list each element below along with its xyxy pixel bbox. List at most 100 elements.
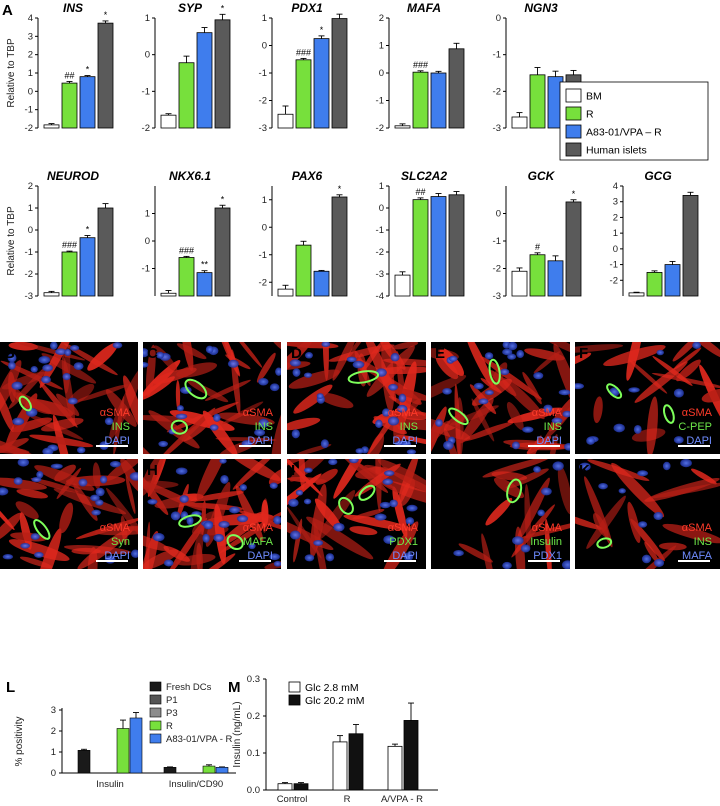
positive-cell (170, 419, 188, 435)
actin-fiber (557, 465, 570, 515)
stain-label: αSMA (100, 522, 131, 534)
bar (646, 272, 663, 297)
bar (394, 274, 411, 297)
legend-label: A83-01/VPA - R (166, 734, 232, 745)
actin-fiber (522, 371, 542, 405)
chart-nkx61: NKX6.1-101###*** (142, 169, 231, 297)
panel-letter-j: J (435, 462, 443, 479)
positive-cell (347, 370, 380, 384)
actin-fiber (176, 362, 218, 378)
chart-ins: INS -2 -1 0 1 2 3 4 ## * * (25, 1, 114, 134)
stain-label: Syn (111, 536, 130, 548)
bar (565, 201, 582, 297)
y-tick-label: -1 (493, 50, 501, 61)
y-tick-label: -3 (25, 291, 33, 302)
stain-label: MAFA (682, 550, 713, 562)
actin-fiber (64, 343, 118, 376)
stain-label: INS (255, 421, 273, 433)
bar (529, 74, 546, 129)
actin-fiber (0, 386, 15, 433)
actin-fiber (116, 525, 138, 531)
bar (529, 254, 546, 297)
y-tick-label: 1 (262, 195, 267, 206)
stain-label: INS (694, 536, 712, 548)
actin-fiber (40, 418, 84, 432)
nucleus (352, 360, 365, 369)
actin-fiber (401, 411, 426, 421)
legend-label: R (166, 721, 173, 732)
nucleus (328, 459, 338, 466)
micrograph-content: αSMA INS DAPI (143, 342, 281, 454)
nucleus (618, 488, 626, 494)
nucleus (90, 494, 100, 502)
y-tick-label: -1 (142, 264, 150, 275)
nucleus (248, 542, 256, 550)
nucleus (443, 440, 454, 450)
actin-fiber (392, 486, 408, 538)
nucleus (288, 498, 299, 507)
bar (387, 745, 403, 791)
chart-gck: GCK -3 -2 -1 0 # * (493, 169, 582, 302)
actin-fiber (175, 380, 181, 411)
nucleus (220, 474, 229, 484)
nucleus (502, 348, 513, 356)
actin-fiber (256, 352, 276, 383)
nucleus (73, 362, 84, 371)
actin-fiber (479, 356, 542, 400)
actin-fiber (271, 404, 281, 454)
y-tick-label: -1 (610, 260, 618, 271)
nucleus (633, 424, 642, 434)
legend-label: Glc 20.2 mM (305, 695, 365, 707)
nucleus (36, 470, 44, 479)
bar (214, 207, 231, 297)
actin-fiber (59, 502, 74, 534)
chart-neurod: NEUROD -3 -2 -1 0 1 2 ### * (25, 169, 114, 302)
nucleus (202, 533, 210, 543)
stain-label: DAPI (392, 435, 418, 447)
stain-label: Insulin (530, 536, 562, 548)
positive-cell (33, 519, 51, 540)
nucleus (303, 498, 312, 505)
micrograph-e: αSMA INS DAPI (431, 342, 570, 454)
micrograph-content: αSMA INS DAPI (431, 342, 570, 454)
actin-fiber (690, 342, 720, 359)
y-tick-label: 0 (28, 225, 33, 236)
stain-label: DAPI (392, 550, 418, 562)
nucleus (561, 560, 570, 569)
nucleus (405, 517, 415, 525)
bar (547, 260, 564, 297)
y-tick-label: 0 (145, 50, 150, 61)
bar (412, 199, 429, 297)
y-tick-label: 2 (379, 13, 384, 24)
gene-title: INS (63, 1, 83, 15)
nucleus (219, 459, 227, 464)
chart-gcg: GCG -2 -1 0 1 2 3 4 (610, 169, 699, 297)
actin-fiber (333, 459, 372, 499)
stain-label: DAPI (104, 550, 130, 562)
nucleus (41, 375, 51, 384)
micrograph-content: αSMA INS DAPI (0, 342, 138, 454)
nucleus (290, 530, 301, 540)
y-tick-label: 0 (379, 68, 384, 79)
legend-a: BM R A83-01/VPA – R Human islets (559, 81, 709, 161)
y-tick-label: 2 (28, 181, 33, 192)
y-tick-label: 0.3 (247, 674, 260, 685)
micrograph-f: αSMA C-PEP DAPI (575, 342, 720, 454)
nucleus (8, 361, 16, 370)
nucleus (320, 439, 329, 449)
actin-fiber (482, 459, 550, 478)
nucleus (258, 418, 269, 428)
nucleus (379, 501, 391, 509)
bar (511, 116, 528, 129)
bar (97, 22, 114, 129)
nucleus (641, 554, 652, 564)
nucleus (552, 461, 564, 471)
nucleus (558, 389, 570, 396)
panel-letter-c: C (147, 345, 158, 362)
stain-label: MAFA (243, 536, 274, 548)
nucleus (662, 461, 671, 471)
nucleus (375, 419, 383, 428)
actin-fiber (345, 342, 371, 362)
nucleus (34, 551, 44, 558)
legend-swatch (565, 88, 582, 103)
